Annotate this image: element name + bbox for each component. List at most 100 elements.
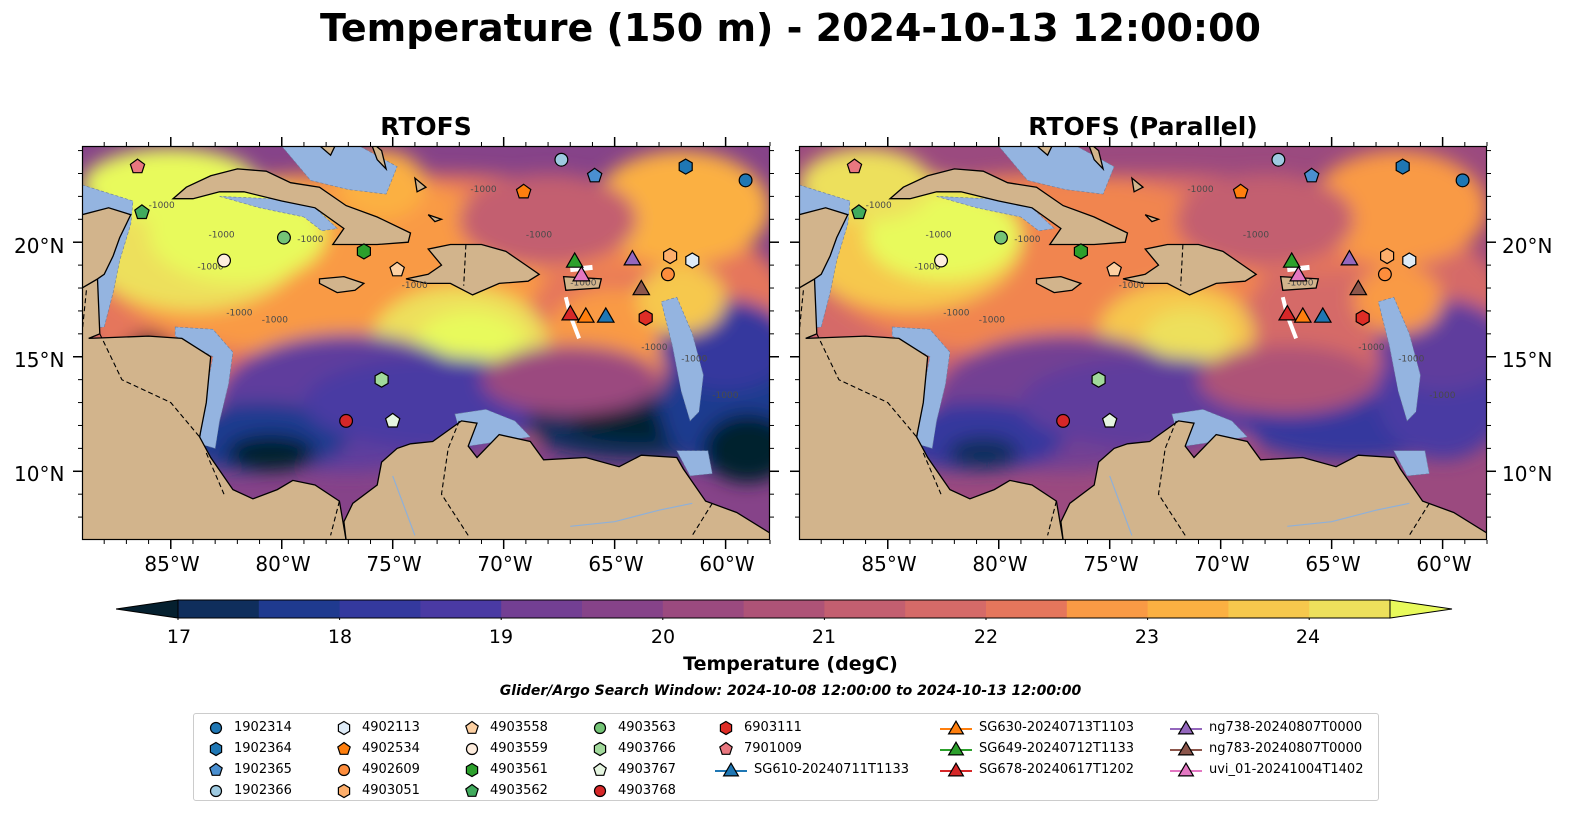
legend-label: SG649-20240712T1133 (979, 741, 1135, 756)
marker-4903562 (134, 204, 150, 220)
colorbar-tick-17: 17 (166, 626, 192, 648)
map-canvas-rtofs-parallel: -1000 -1000 -1000 -1000 -1000 -1000 -1000 -1000… (790, 137, 1496, 549)
colorbar-segment (986, 600, 1068, 618)
colorbar-tick-19: 19 (488, 626, 514, 648)
colorbar-tick-23: 23 (1134, 626, 1160, 648)
country-border (1157, 420, 1186, 536)
marker-1902366 (554, 152, 569, 167)
country-border (1047, 500, 1057, 536)
legend-item: 4903561 (460, 759, 548, 780)
colorbar-extend-low (116, 599, 179, 619)
axis-ticks (790, 137, 1496, 549)
legend-label: 4903561 (490, 762, 548, 777)
temperature-patch (636, 265, 726, 334)
country-border (1408, 503, 1430, 536)
land-south-america (343, 420, 770, 540)
marker-1902314 (738, 173, 753, 188)
colorbar-segment (824, 600, 906, 618)
legend-marker-icon (337, 783, 351, 798)
legend-item: ng783-20240807T0000 (1169, 738, 1363, 759)
depth-contour-label: -1000 (979, 315, 1005, 325)
marker-sg610-20240711t1133 (596, 306, 616, 323)
marker-4902534 (515, 183, 532, 199)
land-bahamas1 (371, 146, 388, 172)
land-bahamas3 (1144, 214, 1161, 223)
lon-label-right-80w: 80°W (972, 552, 1028, 576)
legend-marker-icon (715, 761, 747, 776)
legend-item: uvi_01-20241004T1402 (1169, 759, 1363, 780)
legend-marker-icon (940, 761, 972, 776)
land-south-america (1060, 420, 1487, 540)
depth-contour-label: -1000 (470, 185, 496, 195)
depth-contour-label: -1000 (1014, 235, 1040, 245)
land-andros (1035, 146, 1053, 157)
marker-4903051 (662, 247, 678, 265)
legend-pentagon-icon (465, 783, 479, 797)
legend-circle-icon (209, 721, 223, 734)
depth-contour-label: -1000 (570, 279, 596, 289)
figure-title: Temperature (150 m) - 2024-10-13 12:00:0… (319, 6, 1261, 50)
lon-label-left-70w: 70°W (477, 552, 533, 576)
legend-hexagon-icon (337, 783, 351, 798)
depth-contour-label: -1000 (262, 315, 288, 325)
lon-label-right-65w: 65°W (1305, 552, 1361, 576)
legend-item: 4903768 (588, 780, 676, 801)
marker-1902364 (678, 158, 693, 175)
colorbar-label: Temperature (degC) (683, 653, 898, 675)
map-panel-rtofs[interactable]: -1000 -1000 -1000 -1000 -1000 -1000 -1000 -1000… (73, 137, 779, 549)
marker-4903563 (993, 230, 1008, 245)
river (1287, 502, 1410, 527)
search-window-text: Glider/Argo Search Window: 2024-10-08 12… (499, 683, 1082, 699)
lon-label-right-60w: 60°W (1416, 552, 1472, 576)
marker-4903766 (374, 371, 389, 388)
marker-sg678-20240617t1202 (1277, 304, 1297, 321)
shelf-lesser-antilles (660, 296, 704, 422)
legend-pentagon-icon (719, 741, 733, 755)
depth-contour-label: -1000 (681, 354, 707, 364)
temperature-patch (481, 345, 660, 415)
legend-label: ng783-20240807T0000 (1209, 741, 1363, 756)
marker-sg630-20240713t1103 (1293, 306, 1313, 323)
lat-label-right-20n: 20°N (1502, 234, 1553, 258)
legend-triangle-icon (1177, 719, 1195, 734)
legend-label: 4903563 (618, 720, 676, 735)
colorbar-extend-high (1389, 599, 1453, 619)
legend-triangle-icon (1177, 740, 1195, 755)
legend-triangle-icon (1177, 761, 1195, 776)
country-border (816, 333, 918, 438)
legend-item: SG678-20240617T1202 (939, 759, 1134, 780)
legend-triangle-icon (947, 740, 965, 755)
marker-4902609 (660, 267, 675, 282)
legend-item: 1902365 (204, 759, 292, 780)
temperature-patch (592, 150, 770, 266)
depth-contour-label: -1000 (209, 231, 235, 241)
depth-contour-label: -1000 (914, 263, 940, 273)
river (392, 475, 416, 536)
legend-item: 4903563 (588, 717, 676, 738)
legend-triangle-icon (947, 719, 965, 734)
marker-4902534 (1232, 183, 1249, 199)
colorbar-tick-20: 20 (650, 626, 676, 648)
marker-1902365 (586, 167, 603, 183)
country-border (330, 500, 340, 536)
legend-marker-icon (337, 741, 351, 755)
legend-pentagon-icon (465, 720, 479, 734)
legend-label: 4903051 (362, 783, 420, 798)
legend-column-4: 4903563 4903766 4903767 4903768 (588, 717, 676, 801)
legend-marker-icon (593, 762, 607, 776)
legend-item: 4902609 (332, 759, 420, 780)
legend-label: 4903562 (490, 783, 548, 798)
legend-item: 1902364 (204, 738, 292, 759)
map-frame (81, 145, 771, 541)
colorbar (116, 599, 1453, 620)
map-panel-rtofs-parallel[interactable]: -1000 -1000 -1000 -1000 -1000 -1000 -1000 -1000… (790, 137, 1496, 549)
legend-item: SG630-20240713T1103 (939, 717, 1134, 738)
legend: 1902314 1902364 1902365 1902366 4902113 4902… (193, 713, 1379, 801)
colorbar-segment (1309, 600, 1391, 618)
land-bahamas3 (427, 214, 444, 223)
legend-item: 4902534 (332, 738, 420, 759)
temperature-field (799, 148, 1487, 472)
marker-ng738-20240807t0000 (623, 249, 642, 266)
legend-label: 1902314 (234, 720, 292, 735)
legend-label: 1902365 (234, 762, 292, 777)
